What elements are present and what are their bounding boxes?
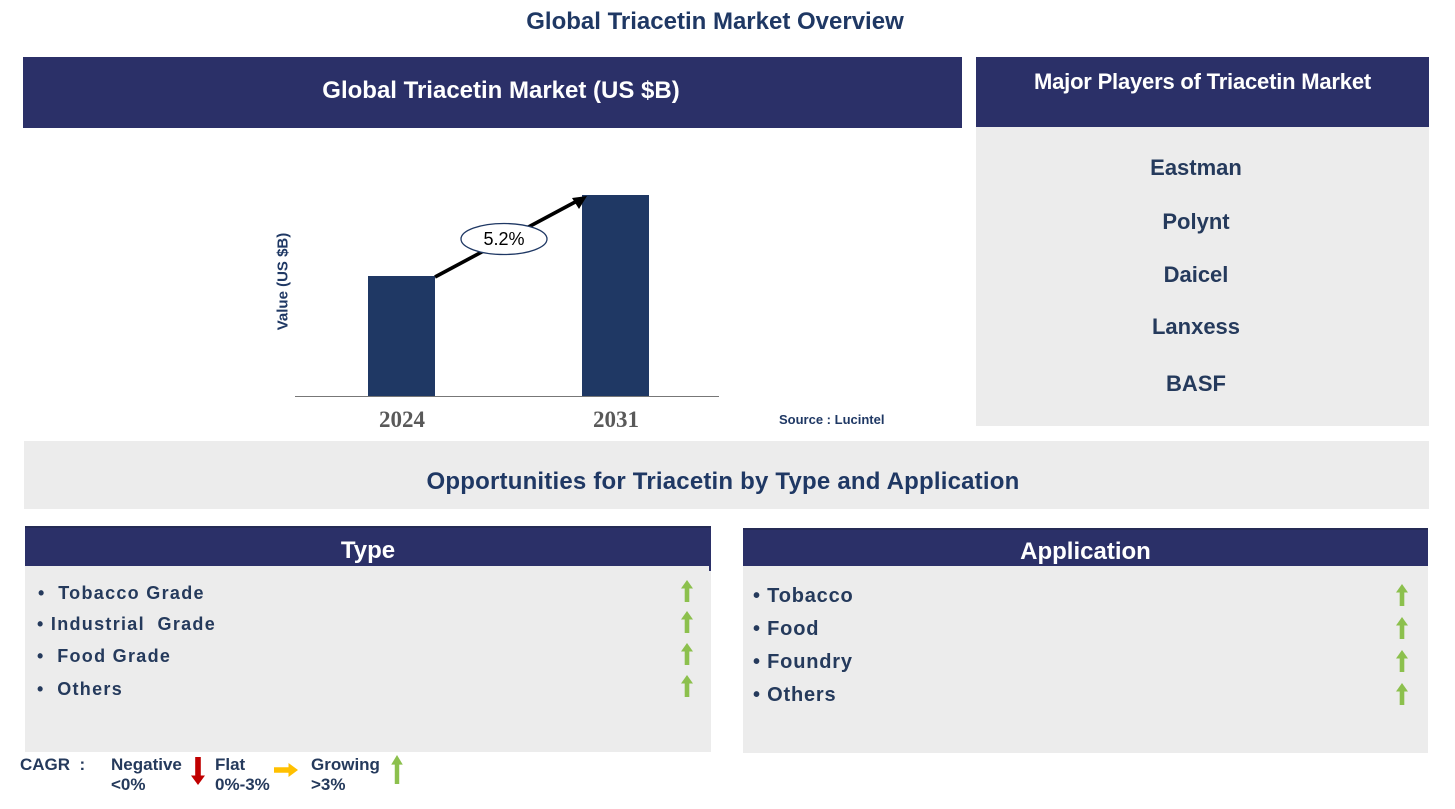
svg-text:5.2%: 5.2% xyxy=(483,229,524,249)
